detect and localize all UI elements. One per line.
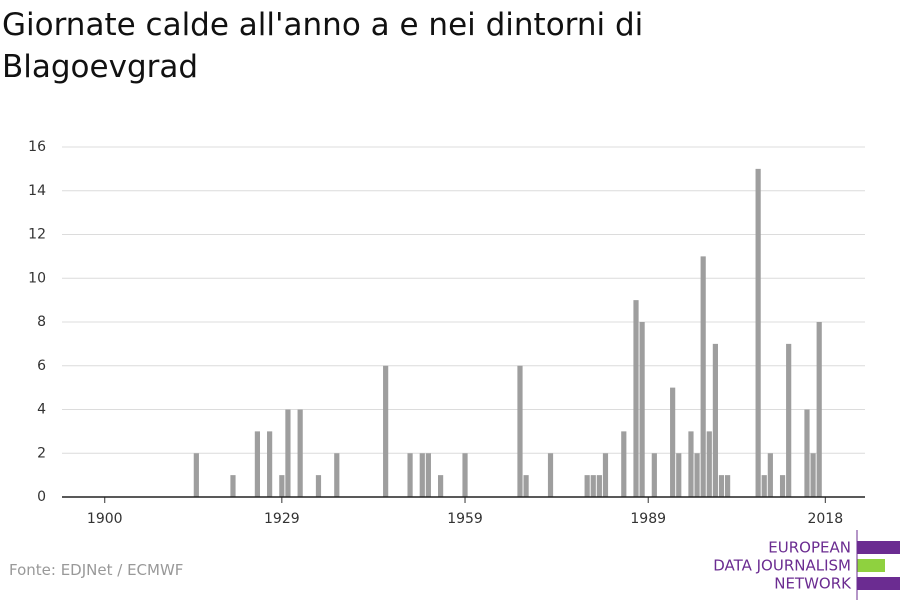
bar: [590, 475, 596, 497]
y-tick-label: 14: [28, 183, 46, 199]
y-tick-label: 10: [28, 270, 46, 286]
bar: [419, 453, 425, 497]
bar: [670, 387, 676, 497]
bar: [193, 453, 199, 497]
logo-bar: [857, 577, 900, 590]
source: Fonte: EDJNet / ECMWF: [9, 561, 184, 579]
logo-text: DATA JOURNALISM: [713, 557, 851, 575]
y-tick-label: 0: [37, 489, 46, 505]
logo-text: NETWORK: [774, 575, 852, 593]
y-tick-label: 16: [28, 139, 46, 155]
bar: [810, 453, 816, 497]
bar: [334, 453, 340, 497]
bar: [816, 322, 822, 497]
bar: [462, 453, 468, 497]
bar: [676, 453, 682, 497]
bar: [621, 431, 627, 497]
bar: [651, 453, 657, 497]
x-tick-label: 1959: [447, 511, 483, 527]
bar: [804, 409, 810, 497]
chart-title: Giornate calde all'anno a e nei dintorni…: [2, 7, 644, 85]
bar: [767, 453, 773, 497]
x-tick-label: 2018: [807, 511, 843, 527]
bar: [267, 431, 273, 497]
bar: [279, 475, 285, 497]
bar: [694, 453, 700, 497]
bar: [700, 256, 706, 497]
bar: [297, 409, 303, 497]
logo-bar: [857, 541, 900, 554]
y-tick-label: 12: [28, 227, 46, 243]
y-tick-label: 2: [37, 445, 46, 461]
bar: [230, 475, 236, 497]
bar: [407, 453, 413, 497]
bar: [761, 475, 767, 497]
bar: [584, 475, 590, 497]
y-tick-label: 8: [37, 314, 46, 330]
bar: [438, 475, 444, 497]
bar: [633, 300, 639, 497]
bar: [425, 453, 431, 497]
y-tick-label: 4: [37, 402, 46, 418]
bar: [779, 475, 786, 497]
bar: [596, 475, 602, 497]
x-tick-label: 1989: [630, 511, 666, 527]
bar: [688, 431, 694, 497]
bar: [725, 475, 731, 497]
logo-bar: [857, 559, 885, 572]
bar: [523, 475, 529, 497]
x-tick-label: 1900: [87, 511, 123, 527]
bar: [254, 431, 261, 497]
bar: [786, 343, 792, 497]
bar: [639, 322, 645, 497]
bar: [285, 409, 291, 497]
logo-text: EUROPEAN: [768, 539, 851, 557]
x-tick-label: 1929: [264, 511, 300, 527]
bar: [547, 453, 554, 497]
bar: [755, 168, 761, 497]
bar: [602, 453, 609, 497]
bar: [517, 365, 523, 497]
bar: [712, 343, 718, 497]
y-tick-label: 6: [37, 358, 46, 374]
bar: [706, 431, 712, 497]
bar: [315, 475, 322, 497]
bar: [383, 365, 389, 497]
bar: [718, 475, 725, 497]
